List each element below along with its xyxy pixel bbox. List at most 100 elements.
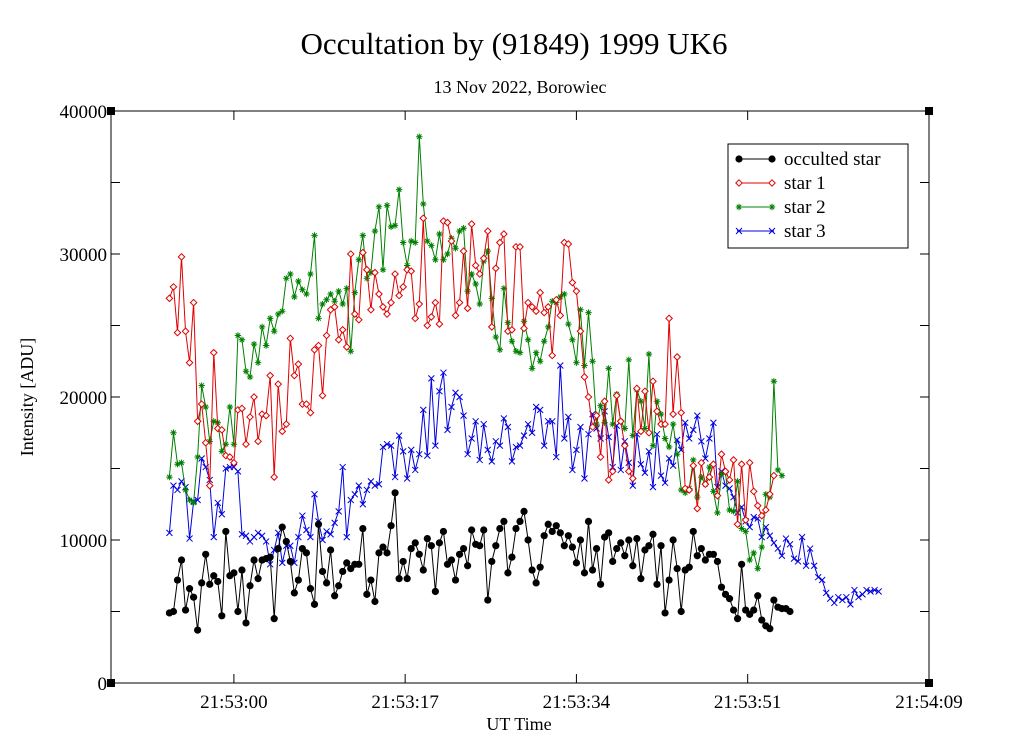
data-point-star-3	[524, 420, 532, 428]
data-point-occulted-star	[270, 615, 278, 623]
legend-marker	[768, 203, 776, 211]
data-point-star-1	[709, 460, 718, 469]
data-point-star-1	[383, 310, 391, 318]
data-point-star-1	[532, 307, 541, 316]
series-layer	[165, 133, 882, 634]
data-point-star-2	[347, 348, 354, 355]
data-point-star-3	[770, 539, 778, 547]
data-point-occulted-star	[524, 536, 532, 544]
data-point-star-3	[488, 457, 496, 465]
data-point-star-3	[706, 435, 713, 442]
chart-subtitle: 13 Nov 2022, Borowiec	[434, 77, 607, 97]
data-point-star-2	[186, 496, 193, 504]
data-point-star-2	[315, 315, 322, 322]
data-point-star-3	[391, 473, 399, 481]
data-point-star-2	[694, 493, 701, 501]
data-point-star-3	[359, 500, 367, 508]
data-point-star-1	[415, 300, 424, 308]
data-point-star-3	[460, 412, 467, 419]
data-point-star-2	[222, 440, 230, 448]
data-point-star-1	[641, 387, 649, 396]
data-point-star-3	[307, 533, 314, 541]
data-point-star-3	[806, 545, 814, 552]
data-point-star-3	[693, 412, 701, 419]
data-point-star-3	[468, 435, 475, 442]
data-point-star-3	[464, 450, 471, 458]
data-point-star-2	[645, 350, 653, 358]
data-point-star-1	[169, 282, 178, 291]
data-point-star-1	[290, 371, 299, 380]
data-point-star-2	[399, 239, 407, 246]
data-point-star-3	[665, 455, 673, 462]
data-point-star-2	[540, 338, 548, 345]
data-point-star-1	[761, 506, 770, 514]
data-point-occulted-star	[274, 544, 282, 553]
legend: occulted star star 1 star 2 star 3	[727, 143, 909, 249]
data-point-star-1	[713, 491, 722, 500]
data-point-star-2	[262, 342, 270, 349]
data-point-star-2	[464, 287, 471, 295]
data-point-star-3	[311, 490, 318, 498]
data-point-star-1	[628, 474, 637, 483]
data-point-star-3	[843, 593, 850, 601]
data-point-star-3	[814, 573, 822, 581]
data-point-occulted-star	[455, 550, 464, 558]
data-point-occulted-star	[592, 544, 601, 553]
data-point-occulted-star	[282, 537, 290, 546]
data-point-star-1	[487, 323, 496, 331]
data-point-star-1	[209, 348, 218, 357]
data-point-star-2	[210, 418, 217, 425]
data-point-star-1	[495, 238, 504, 247]
data-point-star-3	[262, 538, 270, 545]
data-point-star-2	[371, 227, 379, 235]
data-point-occulted-star	[750, 606, 758, 614]
data-point-star-2	[512, 348, 520, 355]
data-point-star-1	[278, 427, 287, 436]
data-point-star-2	[307, 270, 314, 278]
data-point-star-2	[367, 269, 375, 276]
data-point-star-2	[649, 442, 657, 449]
data-point-star-1	[475, 270, 484, 278]
data-point-star-3	[403, 475, 411, 482]
data-point-star-1	[387, 298, 395, 307]
data-point-star-3	[830, 599, 838, 607]
data-point-star-1	[366, 305, 375, 314]
data-point-star-3	[556, 362, 564, 369]
data-point-star-3	[758, 533, 766, 541]
data-point-star-3	[351, 490, 359, 498]
data-point-occulted-star	[242, 619, 250, 627]
data-point-star-3	[319, 536, 326, 544]
data-point-star-2	[319, 300, 326, 308]
data-point-star-3	[222, 465, 230, 472]
data-point-star-1	[701, 480, 710, 489]
data-point-star-1	[399, 282, 408, 291]
data-point-star-3	[355, 482, 363, 490]
data-point-occulted-star	[725, 595, 734, 603]
data-point-star-2	[218, 448, 226, 455]
data-point-star-1	[177, 252, 186, 261]
data-point-star-1	[572, 287, 581, 296]
data-point-star-1	[548, 351, 557, 360]
data-point-star-3	[500, 415, 508, 422]
data-point-star-1	[447, 237, 456, 246]
data-point-star-1	[346, 250, 355, 258]
data-point-star-2	[665, 443, 673, 451]
data-point-occulted-star	[210, 572, 218, 580]
data-point-occulted-star	[185, 585, 194, 593]
data-point-star-1	[653, 407, 661, 416]
y-tick-label: 30000	[60, 245, 108, 266]
data-point-occulted-star	[246, 582, 254, 590]
data-point-star-2	[476, 300, 483, 308]
data-point-star-2	[182, 486, 189, 494]
y-tick-label: 0	[98, 674, 108, 695]
legend-label: star 3	[784, 221, 826, 242]
data-point-star-3	[653, 430, 661, 438]
data-point-star-3	[210, 533, 218, 541]
data-point-star-1	[604, 476, 613, 484]
data-point-occulted-star	[544, 520, 552, 528]
data-point-occulted-star	[407, 544, 415, 553]
data-point-star-3	[697, 437, 705, 445]
data-point-star-1	[274, 380, 283, 389]
data-point-occulted-star	[355, 560, 363, 568]
